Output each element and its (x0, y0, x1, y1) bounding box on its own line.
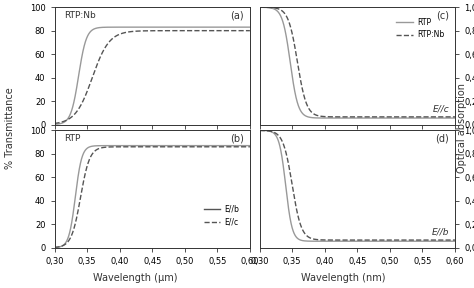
E//c (141, 145, 147, 149)
RTP (346, 116, 352, 120)
E//b (141, 144, 147, 147)
RTP:Nb (352, 115, 357, 119)
RTP (267, 6, 273, 10)
E//b (206, 144, 211, 147)
E//c (245, 145, 251, 149)
RTP (257, 5, 263, 9)
Line: E//c: E//c (55, 147, 250, 247)
E//b (241, 144, 247, 147)
Text: (a): (a) (230, 11, 244, 21)
RTP (447, 116, 452, 120)
E//c (206, 145, 211, 149)
E//b (247, 144, 253, 147)
E//c (241, 145, 247, 149)
Legend: E//b, E//c: E//b, E//c (201, 202, 242, 230)
RTP (431, 116, 437, 120)
RTP:Nb (267, 6, 273, 9)
E//b (62, 242, 67, 246)
RTP (447, 116, 452, 120)
RTP:Nb (452, 115, 458, 119)
Text: Optical absorption: Optical absorption (457, 83, 467, 173)
E//b (146, 144, 152, 147)
RTP (452, 116, 458, 120)
E//b (52, 246, 57, 249)
Text: % Transmittance: % Transmittance (5, 87, 16, 169)
Text: Wavelength (nm): Wavelength (nm) (301, 273, 386, 283)
E//c (247, 145, 253, 149)
RTP:Nb (346, 115, 352, 119)
E//c (146, 145, 152, 149)
RTP:Nb (410, 115, 416, 119)
Text: E//b: E//b (432, 228, 449, 237)
E//b (241, 144, 247, 147)
Line: E//b: E//b (55, 146, 250, 247)
E//c (52, 246, 57, 249)
E//c (241, 145, 247, 149)
RTP (410, 116, 416, 120)
Text: E//c: E//c (432, 105, 449, 114)
Line: RTP: RTP (260, 7, 455, 118)
Text: Wavelength (μm): Wavelength (μm) (93, 273, 177, 283)
RTP:Nb (447, 115, 452, 119)
RTP (352, 116, 357, 120)
Text: RTP:Nb: RTP:Nb (64, 11, 96, 20)
Text: (d): (d) (436, 134, 449, 144)
RTP:Nb (447, 115, 452, 119)
E//c (62, 243, 67, 247)
Text: RTP: RTP (64, 134, 81, 143)
Text: (c): (c) (436, 11, 449, 21)
Text: (b): (b) (230, 134, 244, 144)
Line: RTP:Nb: RTP:Nb (260, 7, 455, 117)
RTP:Nb (257, 5, 263, 9)
E//b (192, 144, 198, 147)
Legend: RTP, RTP:Nb: RTP, RTP:Nb (393, 14, 447, 42)
RTP:Nb (452, 115, 458, 119)
